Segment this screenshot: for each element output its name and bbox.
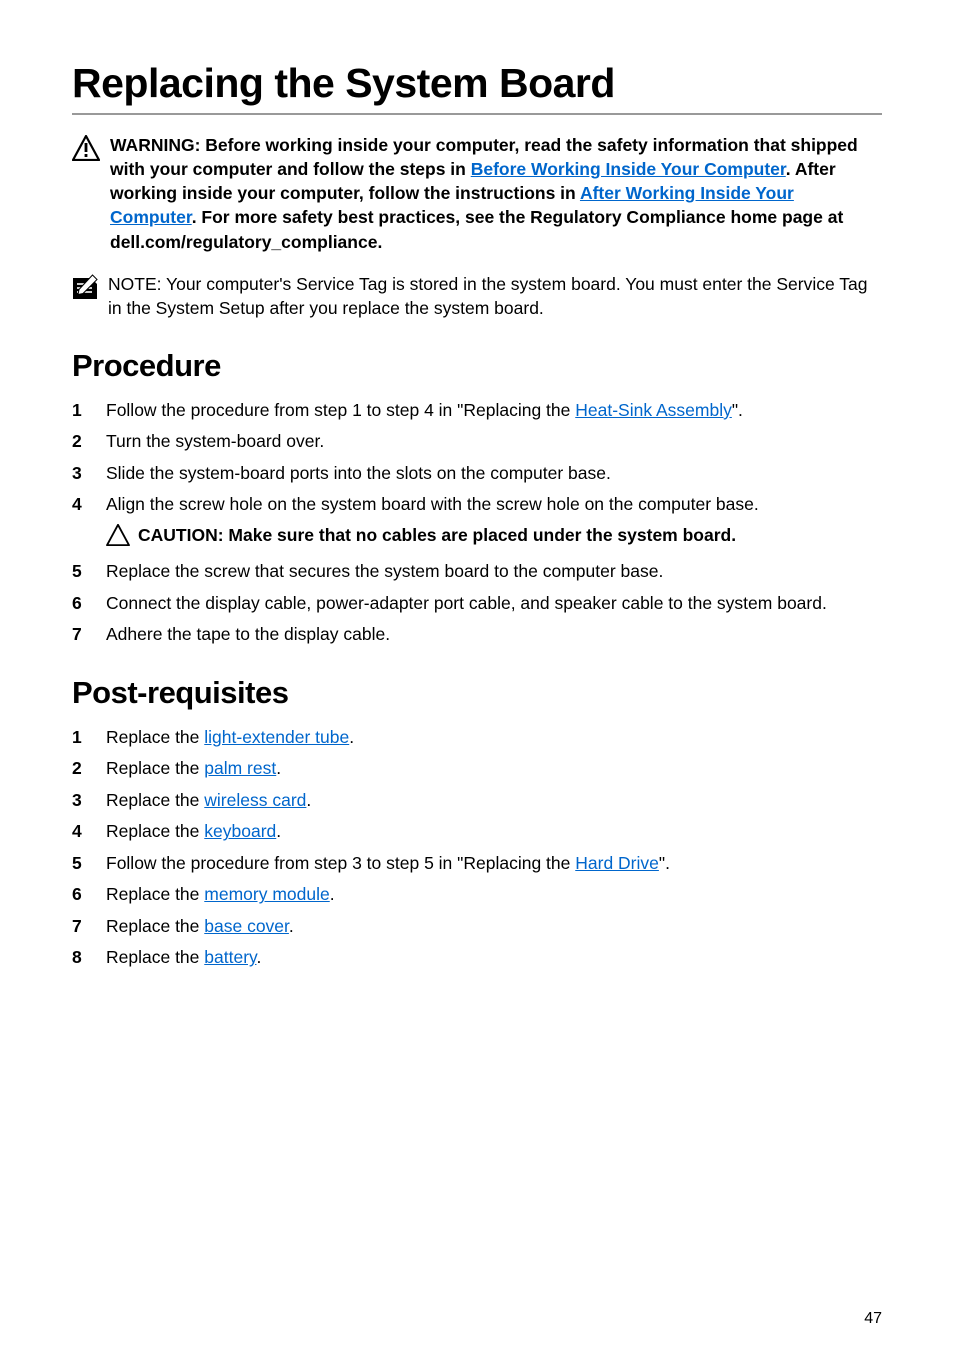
caution-callout: CAUTION: Make sure that no cables are pl… [106,523,882,553]
step-text: Follow the procedure from step 1 to step… [106,400,575,420]
procedure-step: Connect the display cable, power-adapter… [72,591,882,616]
postreq-heading: Post-requisites [72,675,882,711]
step-text-end: ". [732,400,743,420]
caution-text: CAUTION: Make sure that no cables are pl… [138,523,882,547]
link-memory-module[interactable]: memory module [204,884,329,904]
warning-suffix: . For more safety best practices, see th… [110,207,843,251]
warning-callout: WARNING: Before working inside your comp… [72,133,882,254]
procedure-step: Align the screw hole on the system board… [72,492,882,552]
page-number: 47 [864,1310,882,1328]
step-text-end: . [289,916,294,936]
link-palm-rest[interactable]: palm rest [204,758,276,778]
postreq-step: Follow the procedure from step 3 to step… [72,851,882,876]
postreq-step: Replace the wireless card. [72,788,882,813]
procedure-list: Follow the procedure from step 1 to step… [72,398,882,647]
postreq-step: Replace the base cover. [72,914,882,939]
link-heat-sink[interactable]: Heat-Sink Assembly [575,400,732,420]
step-text: Replace the [106,727,204,747]
procedure-step: Replace the screw that secures the syste… [72,559,882,584]
link-keyboard[interactable]: keyboard [204,821,276,841]
postreq-list: Replace the light-extender tube. Replace… [72,725,882,970]
page-container: Replacing the System Board WARNING: Befo… [0,0,954,1366]
step-text: Replace the [106,947,204,967]
procedure-step: Turn the system-board over. [72,429,882,454]
link-wireless-card[interactable]: wireless card [204,790,306,810]
step-text-end: . [276,821,281,841]
link-before-working[interactable]: Before Working Inside Your Computer [471,159,786,179]
procedure-step: Slide the system-board ports into the sl… [72,461,882,486]
postreq-step: Replace the battery. [72,945,882,970]
step-text: Replace the [106,916,204,936]
link-hard-drive[interactable]: Hard Drive [575,853,659,873]
step-text-end: . [256,947,261,967]
procedure-step: Follow the procedure from step 1 to step… [72,398,882,423]
note-body: Your computer's Service Tag is stored in… [108,274,867,318]
procedure-step: Adhere the tape to the display cable. [72,622,882,647]
procedure-heading: Procedure [72,348,882,384]
step-text: Follow the procedure from step 3 to step… [106,853,575,873]
note-callout: NOTE: Your computer's Service Tag is sto… [72,272,882,320]
warning-icon [72,135,100,166]
page-title: Replacing the System Board [72,60,882,115]
note-icon [72,274,98,305]
step-text: Align the screw hole on the system board… [106,494,759,514]
step-text-end: ". [659,853,670,873]
caution-icon [106,524,130,553]
step-text: Replace the [106,790,204,810]
note-label: NOTE: [108,274,161,294]
link-base-cover[interactable]: base cover [204,916,289,936]
note-text: NOTE: Your computer's Service Tag is sto… [108,272,882,320]
step-text-end: . [306,790,311,810]
postreq-step: Replace the keyboard. [72,819,882,844]
postreq-step: Replace the palm rest. [72,756,882,781]
postreq-step: Replace the light-extender tube. [72,725,882,750]
link-light-extender-tube[interactable]: light-extender tube [204,727,349,747]
link-battery[interactable]: battery [204,947,256,967]
step-text-end: . [330,884,335,904]
step-text-end: . [276,758,281,778]
step-text: Replace the [106,821,204,841]
warning-text: WARNING: Before working inside your comp… [110,133,882,254]
step-text: Replace the [106,884,204,904]
step-text: Replace the [106,758,204,778]
step-text-end: . [349,727,354,747]
postreq-step: Replace the memory module. [72,882,882,907]
